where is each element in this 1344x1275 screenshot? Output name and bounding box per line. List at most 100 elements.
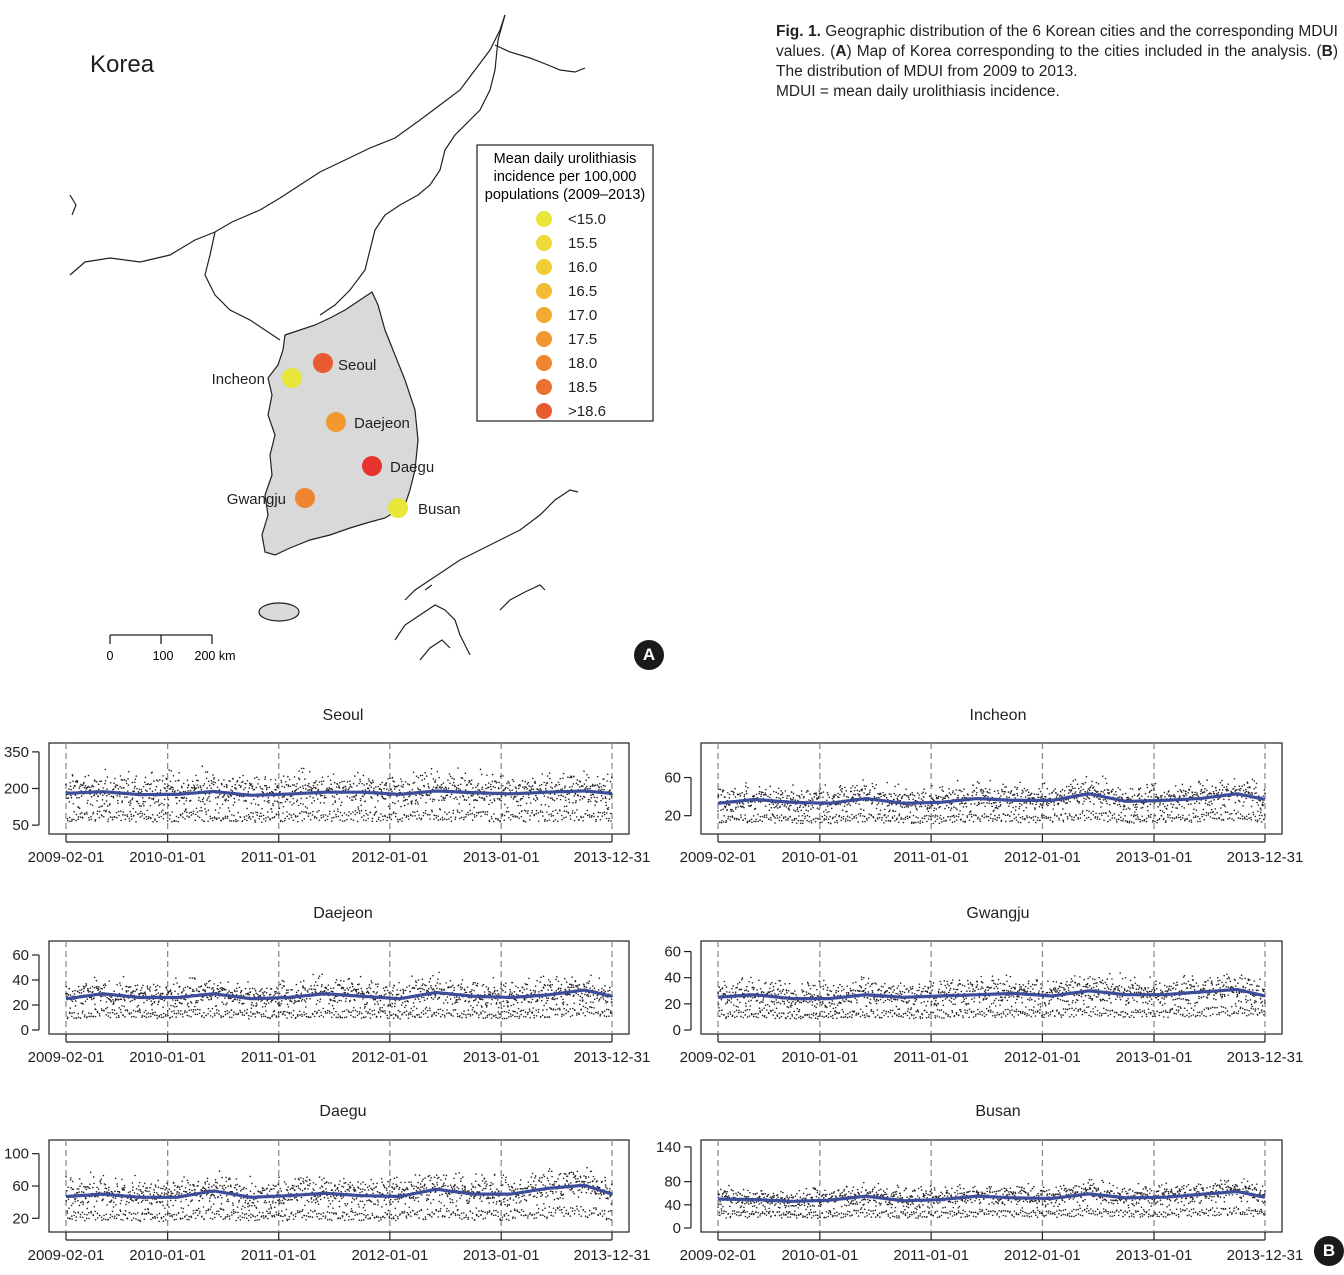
daily-point (404, 989, 407, 992)
daily-point (1252, 799, 1254, 802)
daily-point (143, 817, 146, 820)
daily-point (1128, 821, 1131, 824)
daily-point (287, 991, 289, 994)
legend-swatch (536, 403, 552, 419)
daily-point (488, 820, 491, 823)
daily-point (741, 792, 743, 794)
daily-point (307, 789, 309, 791)
daily-point (1244, 817, 1246, 820)
daily-point (268, 799, 270, 802)
daily-point (810, 821, 813, 824)
daily-point (1066, 802, 1068, 804)
daily-point (745, 782, 747, 784)
daily-point (385, 993, 387, 995)
daily-point (147, 782, 149, 785)
daily-point (588, 776, 590, 779)
daily-point (293, 802, 295, 805)
legend-title-line: incidence per 100,000 (494, 169, 637, 185)
daily-point (528, 785, 531, 787)
daily-point (515, 787, 517, 790)
daily-point (543, 795, 546, 797)
daily-point (438, 776, 440, 779)
daily-point (216, 817, 218, 819)
daily-point (951, 821, 954, 824)
daily-point (909, 811, 912, 814)
daily-point (1066, 818, 1069, 820)
daily-point (923, 815, 926, 817)
daily-point (90, 818, 93, 821)
daily-point (343, 820, 346, 822)
daily-point (256, 1012, 259, 1014)
daily-point (72, 780, 74, 782)
daily-point (356, 1014, 359, 1017)
daily-point (250, 783, 253, 785)
daily-point (402, 783, 405, 786)
daily-point (1243, 784, 1246, 786)
daily-point (1112, 788, 1114, 791)
daily-point (243, 816, 246, 818)
daily-point (172, 788, 174, 791)
daily-point (329, 1012, 331, 1014)
daily-point (826, 799, 828, 802)
daily-point (420, 1016, 422, 1018)
daily-point (79, 785, 81, 788)
daily-point (806, 814, 809, 817)
daily-point (245, 800, 247, 802)
daily-point (945, 804, 948, 807)
daily-point (363, 793, 366, 796)
daily-point (156, 1014, 158, 1017)
daily-point (772, 803, 775, 806)
daily-point (606, 812, 608, 814)
daily-point (291, 790, 294, 793)
daily-point (889, 809, 891, 811)
daily-point (1127, 796, 1129, 799)
daily-point (339, 819, 342, 821)
daily-point (580, 816, 583, 819)
x-tick-label: 2013-01-01 (463, 849, 540, 866)
daily-point (908, 816, 911, 818)
daily-point (98, 816, 101, 819)
daily-point (111, 818, 114, 821)
daily-point (864, 788, 867, 790)
daily-point (362, 774, 365, 777)
daily-point (1008, 815, 1011, 817)
daily-point (375, 983, 377, 986)
daily-point (1203, 818, 1206, 821)
daily-point (194, 1009, 197, 1011)
daily-point (410, 801, 413, 804)
daily-point (346, 1009, 348, 1011)
daily-point (137, 802, 140, 805)
daily-point (1252, 811, 1254, 814)
daily-point (1051, 791, 1053, 794)
daily-point (350, 812, 352, 815)
daily-point (379, 819, 382, 822)
daily-point (261, 988, 263, 990)
daily-point (200, 786, 202, 789)
daily-point (218, 789, 221, 791)
daily-point (71, 818, 73, 821)
daily-point (216, 786, 219, 789)
daily-point (286, 815, 289, 818)
daily-point (531, 812, 533, 814)
daily-point (167, 804, 170, 807)
daily-point (1056, 815, 1058, 817)
daily-point (262, 1013, 265, 1015)
daily-point (765, 793, 767, 796)
daily-point (443, 787, 445, 790)
daily-point (213, 777, 216, 779)
daily-point (580, 815, 582, 818)
daily-point (763, 814, 766, 817)
daily-point (127, 770, 130, 773)
daily-point (961, 802, 964, 805)
daily-point (137, 813, 139, 816)
daily-point (424, 771, 426, 774)
daily-point (152, 821, 154, 823)
daily-point (458, 811, 461, 814)
daily-point (497, 787, 500, 790)
daily-point (753, 820, 755, 823)
daily-point (1178, 803, 1181, 806)
daily-point (389, 795, 392, 797)
daily-point (433, 1011, 436, 1014)
daily-point (456, 798, 458, 800)
